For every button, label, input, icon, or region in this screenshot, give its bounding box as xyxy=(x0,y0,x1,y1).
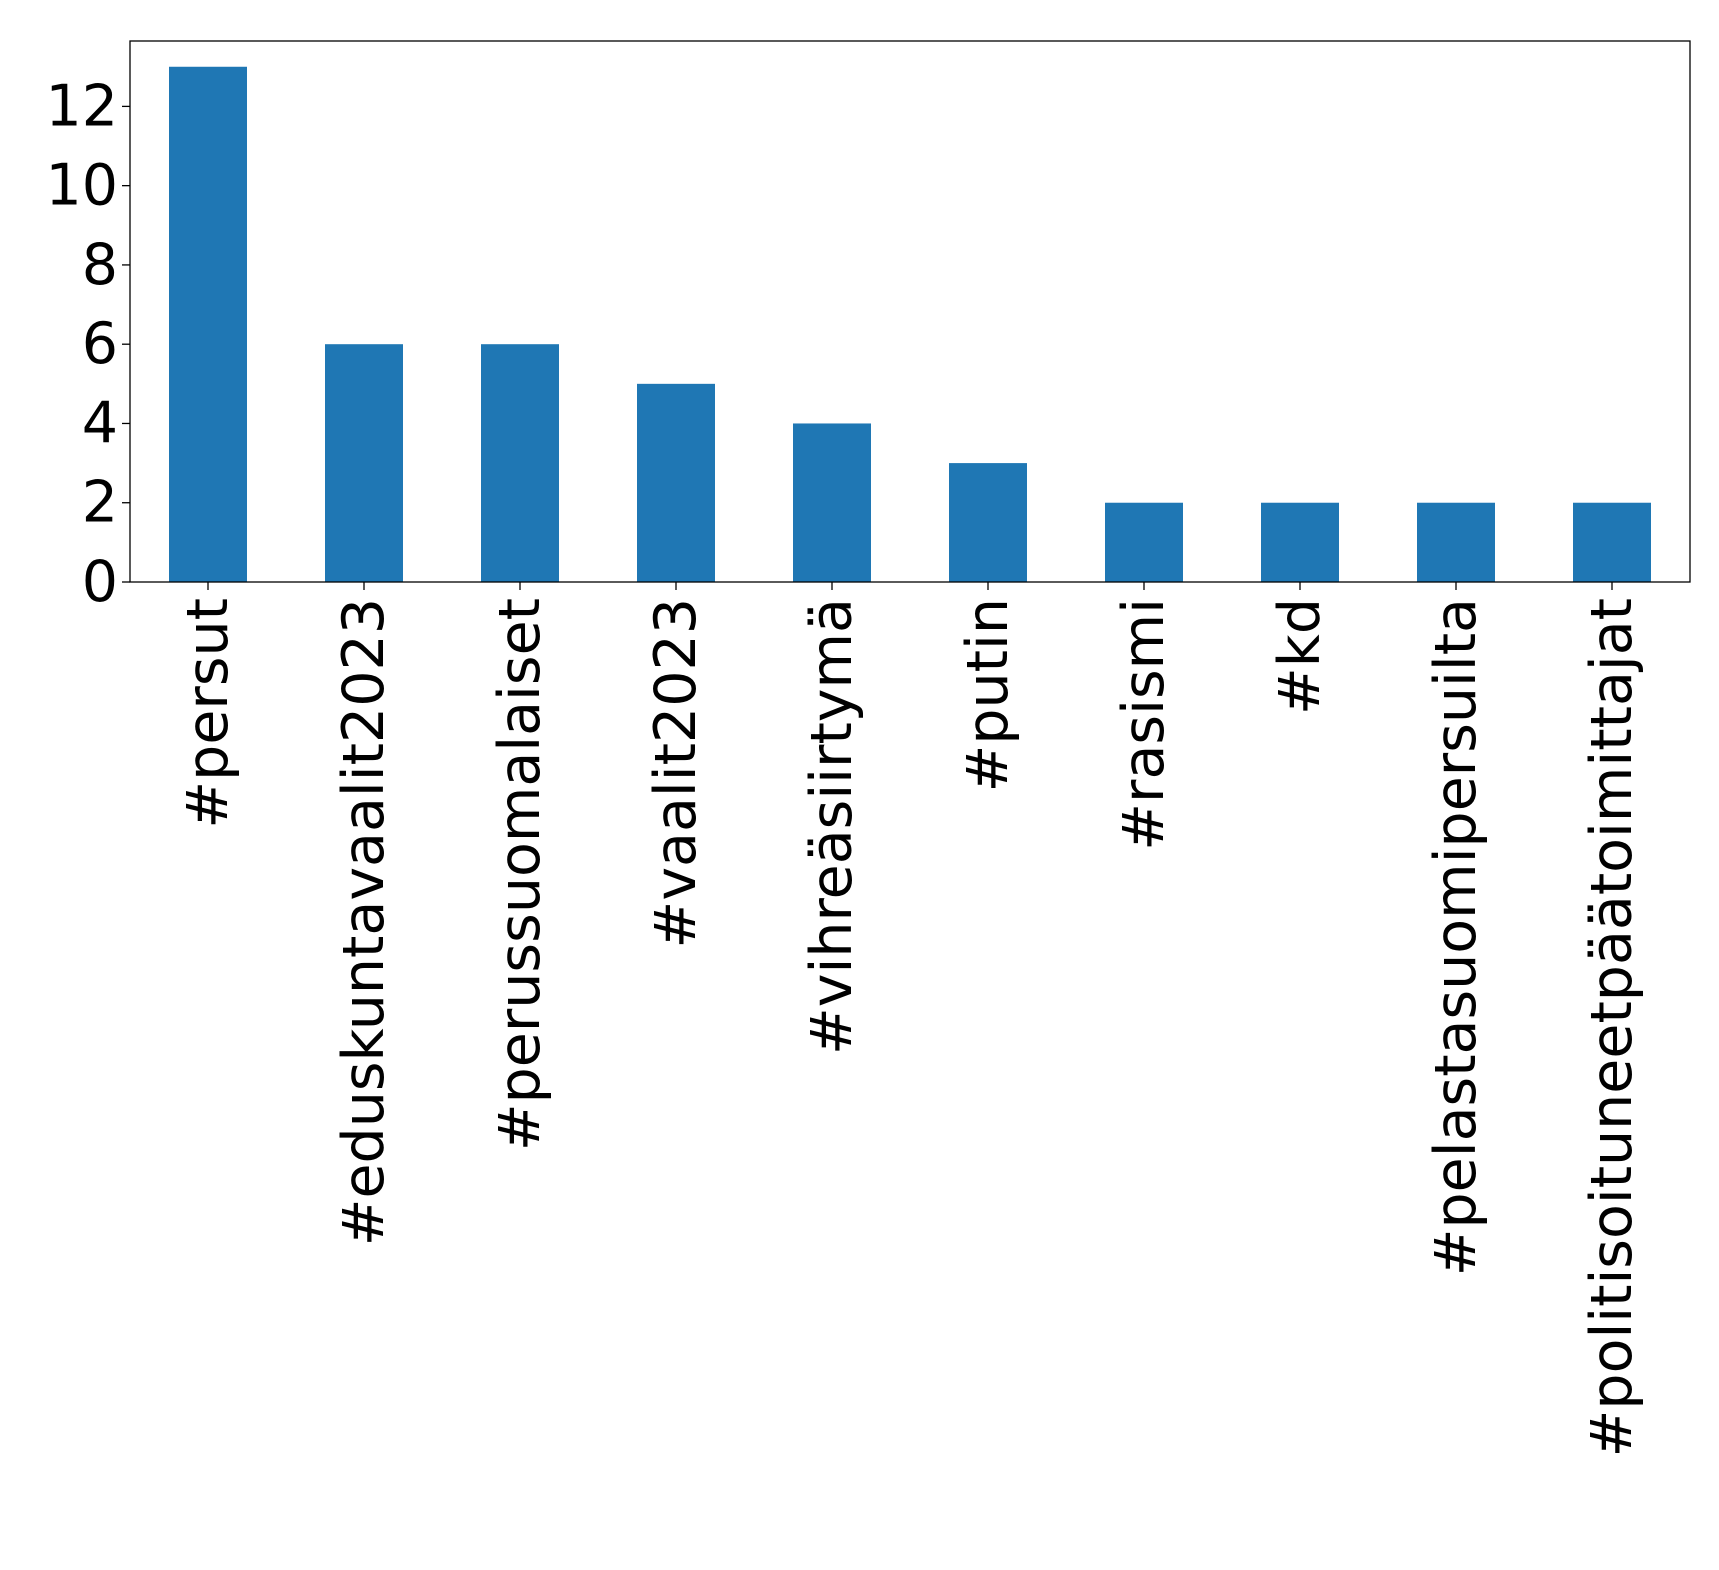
y-tick-label: 2 xyxy=(82,470,118,536)
bar-4 xyxy=(793,423,871,582)
y-tick-label: 12 xyxy=(45,73,118,139)
y-tick-label: 0 xyxy=(82,549,118,615)
bar-9 xyxy=(1573,502,1651,582)
x-tick-label: #vihreäsiirtymä xyxy=(799,598,865,1055)
x-tick-label: #persut xyxy=(175,598,241,829)
bar-1 xyxy=(325,344,403,582)
x-tick-label: #rasismi xyxy=(1111,598,1177,851)
y-tick-label: 6 xyxy=(82,311,118,377)
bar-0 xyxy=(169,66,247,582)
x-tick-label: #eduskuntavaalit2023 xyxy=(331,598,397,1246)
bar-2 xyxy=(481,344,559,582)
bar-8 xyxy=(1417,502,1495,582)
bars-layer xyxy=(169,66,1651,582)
bar-3 xyxy=(637,383,715,582)
x-axis: #persut #eduskuntavaalit2023 #perussuomala… xyxy=(175,582,1645,1457)
y-tick-label: 10 xyxy=(45,153,118,219)
y-axis: 0 2 4 6 8 10 12 xyxy=(45,73,130,615)
plot-frame xyxy=(129,40,1691,583)
x-tick-label: #vaalit2023 xyxy=(643,598,709,948)
x-tick-label: #politisoituneetpäätoimittajat xyxy=(1579,598,1645,1457)
bar-6 xyxy=(1105,502,1183,582)
x-tick-label: #pelastasuomipersuilta xyxy=(1423,598,1489,1276)
x-tick-label: #kd xyxy=(1267,598,1333,715)
y-tick-label: 4 xyxy=(82,390,118,456)
bar-5 xyxy=(949,463,1027,582)
bar-7 xyxy=(1261,502,1339,582)
y-tick-label: 8 xyxy=(82,232,118,298)
x-tick-label: #putin xyxy=(955,598,1021,792)
x-tick-label: #perussuomalaiset xyxy=(487,598,553,1151)
